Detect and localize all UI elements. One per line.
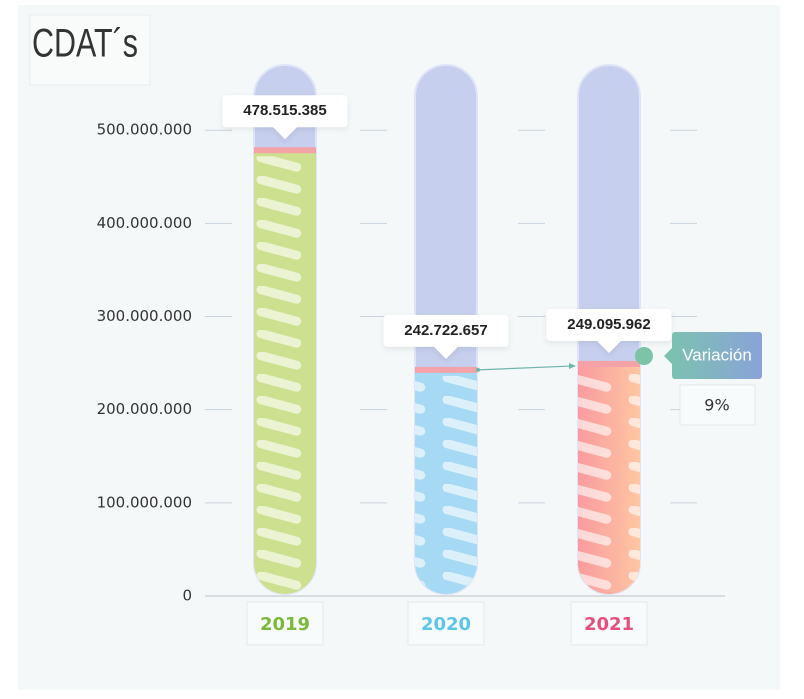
badge-pointer bbox=[664, 348, 672, 364]
y-tick-label: 400.000.000 bbox=[97, 214, 192, 232]
x-tick-label: 2019 bbox=[260, 614, 310, 635]
bar-top bbox=[578, 360, 640, 367]
arrow-dot bbox=[476, 367, 480, 372]
category-box bbox=[407, 601, 485, 646]
variation-value-box bbox=[679, 384, 756, 426]
y-tick-label: 100.000.000 bbox=[97, 493, 192, 511]
bar-top bbox=[415, 366, 477, 373]
chart-title: CDAT´s bbox=[32, 22, 138, 66]
variation-arrow bbox=[477, 365, 575, 371]
title-box bbox=[29, 14, 151, 86]
y-tick-label: 200.000.000 bbox=[97, 400, 192, 418]
variation-dot bbox=[635, 347, 653, 365]
value-label: 478.515.385 bbox=[243, 102, 326, 119]
category-box bbox=[570, 601, 648, 646]
x-tick-label: 2020 bbox=[421, 614, 471, 635]
x-tick-label: 2021 bbox=[584, 614, 634, 635]
value-callout bbox=[222, 95, 348, 140]
arrow-head bbox=[569, 362, 576, 369]
bar-stripes bbox=[415, 375, 477, 594]
bar-top bbox=[254, 147, 316, 154]
bar-stripes bbox=[254, 156, 316, 594]
plot: 0 100.000.000 200.000.000 300.000.000 400.00… bbox=[97, 64, 762, 646]
variation-value: 9% bbox=[704, 396, 729, 415]
variation-badge bbox=[672, 332, 762, 379]
variation-label: Variación bbox=[682, 345, 752, 364]
value-label: 249.095.962 bbox=[567, 316, 650, 333]
y-tick-label: 300.000.000 bbox=[97, 307, 192, 325]
value-callout bbox=[546, 308, 672, 353]
y-tick-label: 500.000.000 bbox=[97, 121, 192, 139]
value-label: 242.722.657 bbox=[404, 322, 487, 339]
value-callout bbox=[383, 314, 509, 359]
bar-stripes bbox=[578, 369, 640, 594]
card bbox=[18, 5, 780, 690]
category-box bbox=[246, 601, 324, 646]
y-tick-label: 0 bbox=[182, 587, 192, 605]
